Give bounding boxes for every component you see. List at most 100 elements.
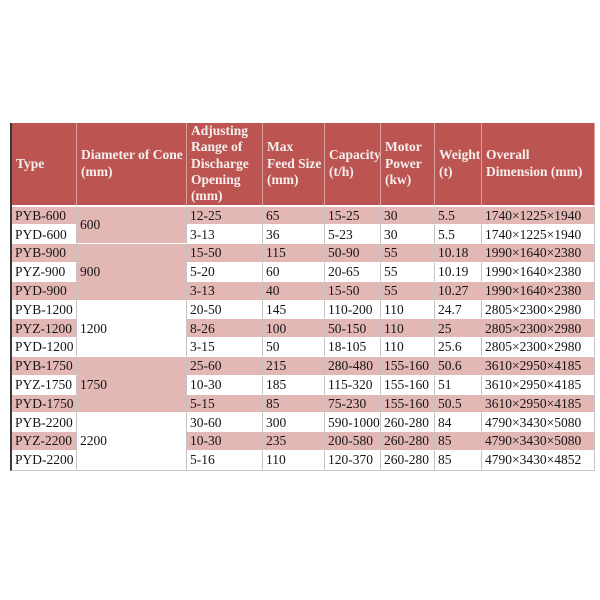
cell-max-feed: 235 <box>263 432 325 451</box>
cell-motor: 260-280 <box>381 413 435 433</box>
cell-motor: 155-160 <box>381 357 435 376</box>
cell-adjusting: 5-15 <box>187 394 263 414</box>
table-row: PYZ-1750 10-30 185 115-320 155-160 51 3610×295… <box>12 375 595 395</box>
cell-capacity: 18-105 <box>325 338 381 358</box>
cell-weight: 25 <box>435 319 482 339</box>
table-row: PYZ-2200 10-30 235 200-580 260-280 85 4790×343… <box>12 432 595 451</box>
cell-max-feed: 65 <box>263 206 325 226</box>
column-header-type: Type <box>12 123 77 207</box>
cell-adjusting: 20-50 <box>187 300 263 320</box>
cell-type: PYD-600 <box>12 225 77 245</box>
cell-capacity: 200-580 <box>325 432 381 451</box>
cell-adjusting: 12-25 <box>187 206 263 226</box>
cell-diameter: 1750 <box>77 357 187 414</box>
cell-type: PYB-1200 <box>12 300 77 320</box>
cell-adjusting: 3-15 <box>187 338 263 358</box>
cell-dimension: 1740×1225×1940 <box>482 206 595 226</box>
table-row: PYD-600 3-13 36 5-23 30 5.5 1740×1225×1940 <box>12 225 595 245</box>
table-row: PYB-1750 1750 25-60 215 280-480 155-160 50.6 36… <box>12 357 595 414</box>
cell-weight: 5.5 <box>435 206 482 226</box>
cell-motor: 155-160 <box>381 375 435 395</box>
cell-max-feed: 100 <box>263 319 325 339</box>
cell-dimension: 1990×1640×2380 <box>482 263 595 282</box>
cell-weight: 85 <box>435 451 482 470</box>
table-row: PYB-900 900 15-50 115 50-90 55 10.18 1990×1640×… <box>12 244 595 301</box>
cell-type: PYD-1200 <box>12 338 77 358</box>
cell-capacity: 75-230 <box>325 394 381 414</box>
cell-type: PYZ-1200 <box>12 319 77 339</box>
spec-table-body: PYB-600 600 12-25 65 15-25 30 5.5 1740×1225×194… <box>12 206 595 470</box>
cell-capacity: 20-65 <box>325 263 381 282</box>
cell-adjusting: 30-60 <box>187 413 263 433</box>
cell-motor: 110 <box>381 319 435 339</box>
header-row: Type Diameter of Cone (mm) Adjusting Ran… <box>12 123 595 207</box>
cell-type: PYB-1750 <box>12 357 77 376</box>
table-row: PYD-1200 3-15 50 18-105 110 25.6 2805×2300×298… <box>12 338 595 358</box>
column-header-motor: Motor Power (kw) <box>381 123 435 207</box>
cell-weight: 5.5 <box>435 225 482 245</box>
column-header-weight: Weight (t) <box>435 123 482 207</box>
cell-capacity: 590-1000 <box>325 413 381 433</box>
cell-type: PYD-900 <box>12 281 77 301</box>
cell-dimension: 4790×3430×5080 <box>482 432 595 451</box>
cell-motor: 260-280 <box>381 451 435 470</box>
cell-type: PYB-900 <box>12 244 77 264</box>
cell-capacity: 50-90 <box>325 244 381 264</box>
spec-table: Type Diameter of Cone (mm) Adjusting Ran… <box>10 123 595 471</box>
cell-dimension: 2805×2300×2980 <box>482 319 595 339</box>
cell-max-feed: 85 <box>263 394 325 414</box>
cell-dimension: 3610×2950×4185 <box>482 357 595 376</box>
cell-max-feed: 215 <box>263 357 325 376</box>
cell-max-feed: 115 <box>263 244 325 264</box>
cell-weight: 25.6 <box>435 338 482 358</box>
cell-type: PYZ-1750 <box>12 375 77 395</box>
cell-weight: 10.27 <box>435 281 482 301</box>
column-header-dimension: Overall Dimension (mm) <box>482 123 595 207</box>
table-row: PYB-1200 1200 20-50 145 110-200 110 24.7 2805×2… <box>12 300 595 358</box>
cell-capacity: 15-50 <box>325 281 381 301</box>
cell-type: PYB-600 <box>12 206 77 226</box>
cell-adjusting: 3-13 <box>187 225 263 245</box>
table-row: PYD-2200 5-16 110 120-370 260-280 85 4790×3430… <box>12 451 595 470</box>
cell-dimension: 1990×1640×2380 <box>482 281 595 301</box>
cell-motor: 155-160 <box>381 394 435 414</box>
column-header-capacity: Capacity (t/h) <box>325 123 381 207</box>
cell-dimension: 3610×2950×4185 <box>482 375 595 395</box>
cell-weight: 50.5 <box>435 394 482 414</box>
cell-adjusting: 3-13 <box>187 281 263 301</box>
cell-adjusting: 8-26 <box>187 319 263 339</box>
table-row: PYB-600 600 12-25 65 15-25 30 5.5 1740×1225×194… <box>12 206 595 245</box>
cell-type: PYB-2200 <box>12 413 77 433</box>
cell-adjusting: 5-16 <box>187 451 263 470</box>
cell-capacity: 5-23 <box>325 225 381 245</box>
cell-capacity: 110-200 <box>325 300 381 320</box>
cell-max-feed: 110 <box>263 451 325 470</box>
cell-max-feed: 36 <box>263 225 325 245</box>
cell-weight: 51 <box>435 375 482 395</box>
cell-capacity: 50-150 <box>325 319 381 339</box>
cell-weight: 50.6 <box>435 357 482 376</box>
cell-dimension: 2805×2300×2980 <box>482 300 595 320</box>
column-header-diameter: Diameter of Cone (mm) <box>77 123 187 207</box>
cell-max-feed: 300 <box>263 413 325 433</box>
cell-dimension: 4790×3430×5080 <box>482 413 595 433</box>
cell-diameter: 1200 <box>77 300 187 358</box>
cell-type: PYZ-2200 <box>12 432 77 451</box>
cell-motor: 110 <box>381 300 435 320</box>
cell-adjusting: 10-30 <box>187 375 263 395</box>
cell-capacity: 115-320 <box>325 375 381 395</box>
cell-diameter: 900 <box>77 244 187 301</box>
cell-dimension: 3610×2950×4185 <box>482 394 595 414</box>
cell-capacity: 15-25 <box>325 206 381 226</box>
table-row: PYD-900 3-13 40 15-50 55 10.27 1990×1640×2380 <box>12 281 595 301</box>
cell-weight: 85 <box>435 432 482 451</box>
cell-max-feed: 50 <box>263 338 325 358</box>
cell-weight: 84 <box>435 413 482 433</box>
table-row: PYB-2200 2200 30-60 300 590-1000 260-280 84 479… <box>12 413 595 470</box>
table-row: PYD-1750 5-15 85 75-230 155-160 50.5 3610×2950… <box>12 394 595 414</box>
cell-adjusting: 25-60 <box>187 357 263 376</box>
cell-diameter: 600 <box>77 206 187 245</box>
cell-max-feed: 145 <box>263 300 325 320</box>
cell-adjusting: 15-50 <box>187 244 263 264</box>
table-row: PYZ-900 5-20 60 20-65 55 10.19 1990×1640×2380 <box>12 263 595 282</box>
